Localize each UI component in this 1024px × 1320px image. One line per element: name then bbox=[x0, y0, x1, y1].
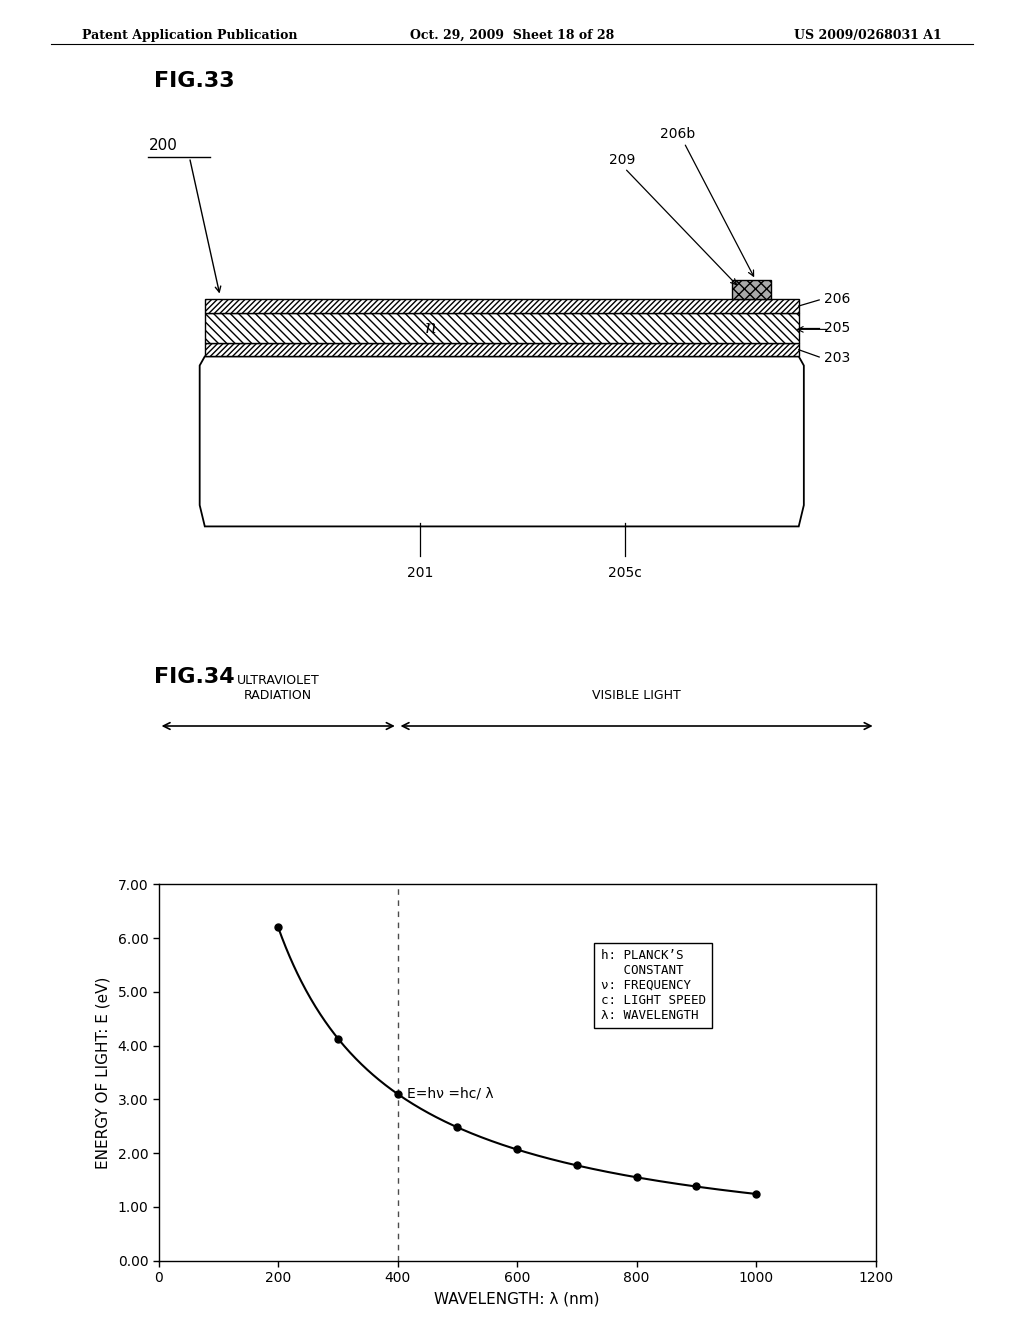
Text: Patent Application Publication: Patent Application Publication bbox=[82, 29, 297, 42]
Text: VISIBLE LIGHT: VISIBLE LIGHT bbox=[592, 689, 681, 702]
Text: 206b: 206b bbox=[660, 127, 695, 141]
Text: n: n bbox=[424, 319, 436, 337]
Text: US 2009/0268031 A1: US 2009/0268031 A1 bbox=[795, 29, 942, 42]
Text: 200: 200 bbox=[148, 139, 177, 153]
Bar bbox=[205, 313, 799, 343]
Text: E=hν =hc/ λ: E=hν =hc/ λ bbox=[407, 1086, 494, 1101]
Text: ULTRAVIOLET
RADIATION: ULTRAVIOLET RADIATION bbox=[237, 675, 319, 702]
Text: FIG.34: FIG.34 bbox=[154, 667, 234, 686]
Text: h: PLANCK’S
   CONSTANT
ν: FREQUENCY
c: LIGHT SPEED
λ: WAVELENGTH: h: PLANCK’S CONSTANT ν: FREQUENCY c: LIG… bbox=[601, 949, 706, 1022]
Text: 205: 205 bbox=[824, 321, 851, 335]
Text: FIG.33: FIG.33 bbox=[154, 71, 234, 91]
Polygon shape bbox=[200, 356, 804, 527]
Text: 205c: 205c bbox=[607, 566, 642, 579]
Text: Oct. 29, 2009  Sheet 18 of 28: Oct. 29, 2009 Sheet 18 of 28 bbox=[410, 29, 614, 42]
Text: 206: 206 bbox=[824, 292, 851, 306]
Text: 201: 201 bbox=[407, 566, 433, 579]
Bar bbox=[732, 280, 771, 300]
X-axis label: WAVELENGTH: λ (nm): WAVELENGTH: λ (nm) bbox=[434, 1292, 600, 1307]
Bar bbox=[205, 343, 799, 356]
Y-axis label: ENERGY OF LIGHT: E (eV): ENERGY OF LIGHT: E (eV) bbox=[95, 977, 111, 1168]
Bar bbox=[205, 300, 799, 313]
Text: 209: 209 bbox=[609, 153, 636, 166]
Text: 203: 203 bbox=[824, 351, 851, 366]
